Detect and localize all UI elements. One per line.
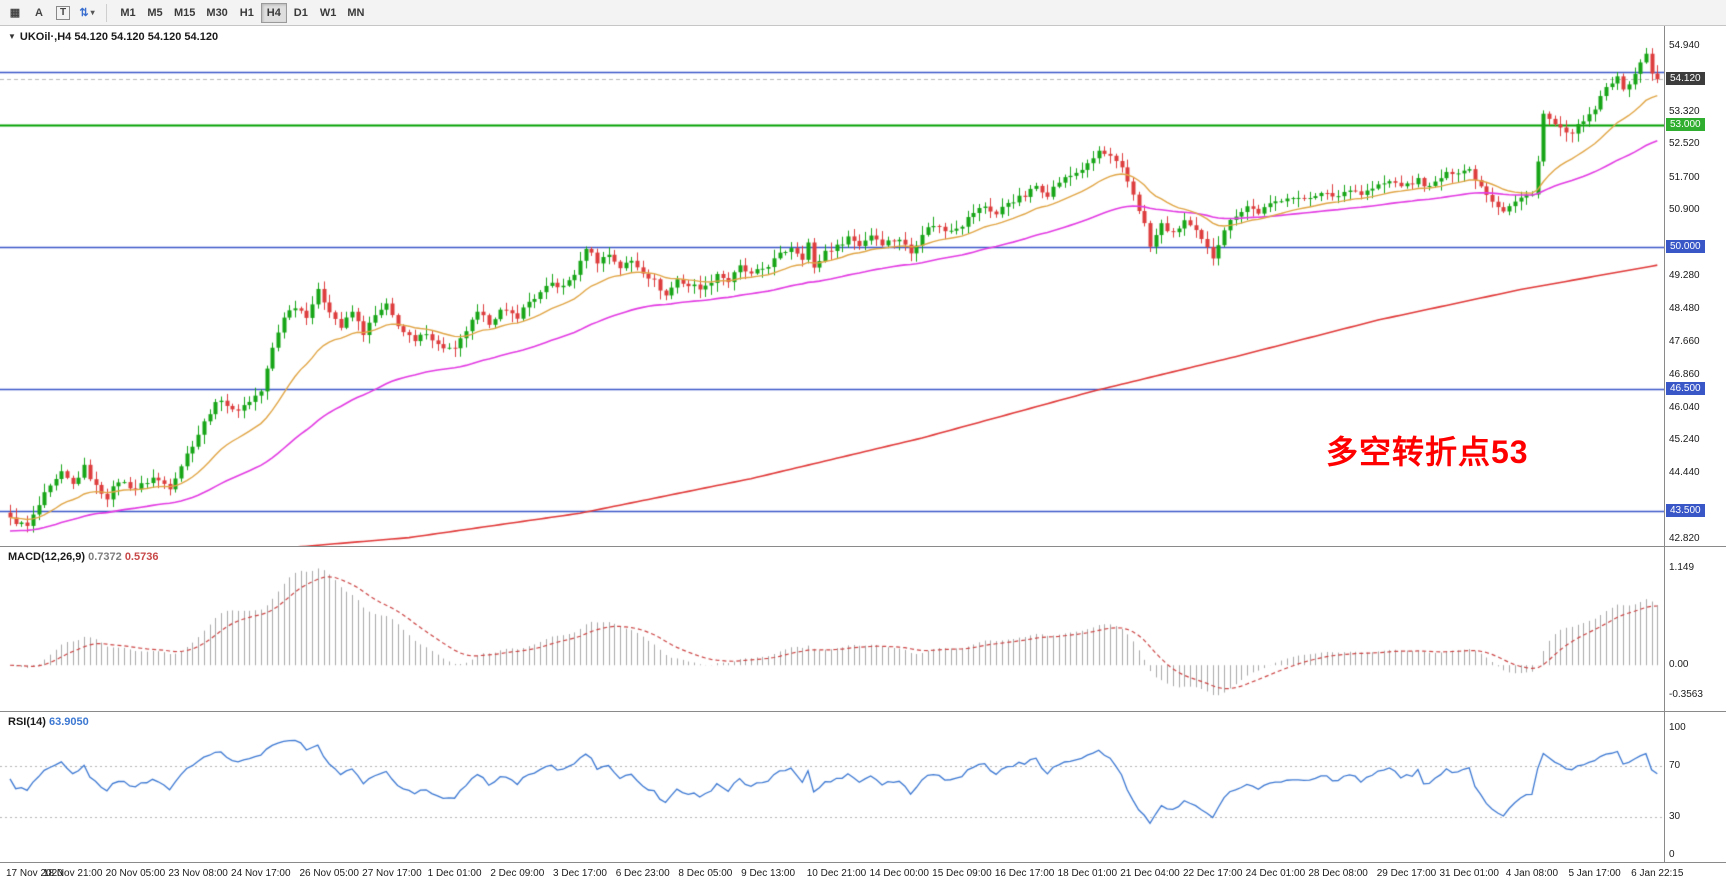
timeframe-group: M1 M5 M15 M30 H1 H4 D1 W1 MN [115, 2, 369, 23]
panel-separator[interactable] [0, 862, 1726, 863]
time-tick-label: 6 Dec 23:00 [615, 868, 670, 879]
time-tick-label: 15 Dec 09:00 [932, 868, 992, 879]
time-tick-label: 18 Dec 01:00 [1057, 868, 1118, 879]
time-tick-label: 24 Nov 17:00 [231, 868, 291, 879]
letter-t-glyph: T [55, 5, 71, 20]
collapse-triangle-icon[interactable]: ▼ [8, 31, 16, 41]
rsi-name: RSI(14) [8, 716, 46, 728]
panel-separator[interactable] [0, 711, 1726, 712]
time-tick-label: 23 Nov 08:00 [168, 868, 228, 879]
indicators-dropdown-icon[interactable]: ⇅ ▾ [76, 3, 98, 23]
toolbar: ▦ A T ⇅ ▾ M1 M5 M15 M30 H1 H4 D1 W1 MN [0, 0, 1726, 26]
time-tick-label: 29 Dec 17:00 [1376, 868, 1437, 879]
time-tick-label: 28 Dec 08:00 [1308, 868, 1368, 879]
text-box-icon[interactable]: T [52, 3, 74, 23]
time-tick-label: 31 Dec 01:00 [1439, 868, 1499, 879]
cycle-arrows-icon: ⇅ [79, 7, 89, 19]
macd-signal-value: 0.5736 [124, 551, 159, 563]
axis-tick-label: 45.240 [1669, 434, 1700, 446]
axis-tick-label: -0.3563 [1669, 689, 1703, 701]
axis-tick-label: 51.700 [1669, 171, 1700, 183]
macd-name: MACD(12,26,9) [8, 551, 86, 563]
time-tick-label: 6 Jan 22:15 [1631, 868, 1684, 879]
time-tick-label: 14 Dec 00:00 [869, 868, 929, 879]
timeframe-button-m1[interactable]: M1 [115, 3, 141, 23]
time-tick-label: 27 Nov 17:00 [362, 868, 422, 879]
time-tick-label: 2 Dec 09:00 [490, 868, 545, 879]
axis-tick-label: 70 [1669, 760, 1681, 772]
price-tag: 54.120 [1666, 72, 1705, 86]
macd-panel-canvas[interactable] [0, 547, 1664, 712]
rsi-label: RSI(14) 63.9050 [8, 716, 89, 728]
time-tick-label: 3 Dec 17:00 [553, 868, 607, 879]
dropdown-caret-icon: ▾ [90, 8, 95, 17]
axis-tick-label: 49.280 [1669, 270, 1700, 282]
timeframe-button-h4[interactable]: H4 [260, 2, 287, 23]
time-tick-label: 10 Dec 21:00 [806, 868, 867, 879]
time-tick-label: 24 Dec 01:00 [1245, 868, 1306, 879]
price-chart-canvas[interactable] [0, 26, 1664, 547]
macd-label: MACD(12,26,9) 0.7372 0.5736 [8, 551, 158, 563]
time-tick-label: 21 Dec 04:00 [1120, 868, 1180, 879]
axis-tick-label: 50.900 [1669, 204, 1700, 216]
grid-icon[interactable]: ▦ [4, 3, 26, 23]
timeframe-button-m5[interactable]: M5 [142, 3, 168, 23]
price-axis[interactable]: 54.940 53.320 52.520 51.700 50.900 49.280 48.4… [1664, 26, 1726, 863]
axis-tick-label: 0 [1669, 849, 1675, 860]
letter-a-glyph: A [35, 6, 43, 19]
price-tag: 46.500 [1666, 382, 1705, 396]
axis-tick-label: 48.480 [1669, 302, 1700, 314]
time-tick-label: 9 Dec 13:00 [741, 868, 796, 879]
axis-tick-label: 46.860 [1669, 368, 1700, 380]
symbol-ohlc-label: ▼ UKOil·,H4 54.120 54.120 54.120 54.120 [8, 31, 218, 43]
time-tick-label: 4 Jan 08:00 [1505, 868, 1559, 879]
axis-tick-label: 100 [1669, 722, 1686, 733]
time-tick-label: 18 Nov 21:00 [42, 868, 103, 879]
timeframe-button-d1[interactable]: D1 [288, 3, 314, 23]
timeframe-button-m15[interactable]: M15 [169, 3, 200, 23]
time-tick-label: 22 Dec 17:00 [1182, 868, 1243, 879]
time-tick-label: 1 Dec 01:00 [427, 868, 482, 879]
time-tick-label: 20 Nov 05:00 [105, 868, 166, 879]
axis-tick-label: 54.940 [1669, 39, 1700, 51]
axis-tick-label: 0.00 [1669, 659, 1689, 671]
price-tag: 50.000 [1666, 239, 1705, 253]
axis-tick-label: 53.320 [1669, 105, 1700, 117]
price-tag: 43.500 [1666, 504, 1705, 518]
axis-tick-label: 42.820 [1669, 532, 1700, 544]
text-annotation-icon[interactable]: A [28, 3, 50, 23]
panel-separator[interactable] [0, 546, 1726, 547]
time-tick-label: 8 Dec 05:00 [678, 868, 733, 879]
time-axis[interactable]: 17 Nov 2020 18 Nov 21:00 20 Nov 05:00 23 No… [0, 863, 1726, 887]
price-tag: 53.000 [1666, 117, 1705, 131]
symbol-ohlc-text: UKOil·,H4 54.120 54.120 54.120 54.120 [19, 31, 219, 43]
timeframe-button-w1[interactable]: W1 [315, 3, 342, 23]
macd-main-value: 0.7372 [88, 551, 122, 563]
axis-tick-label: 1.149 [1669, 562, 1695, 574]
chart-annotation-text: 多空转折点53 [1326, 434, 1529, 470]
axis-tick-label: 52.520 [1669, 138, 1700, 150]
timeframe-button-h1[interactable]: H1 [234, 3, 260, 23]
axis-tick-label: 44.440 [1669, 466, 1700, 478]
toolbar-separator [106, 3, 107, 22]
time-tick-label: 17 Nov 2020 [6, 868, 63, 879]
axis-tick-label: 46.040 [1669, 401, 1700, 413]
axis-tick-label: 47.660 [1669, 336, 1700, 348]
time-tick-label: 26 Nov 05:00 [299, 868, 359, 879]
rsi-panel-canvas[interactable] [0, 712, 1664, 863]
grid-icon-glyph: ▦ [9, 7, 21, 19]
axis-tick-label: 30 [1669, 810, 1681, 822]
timeframe-button-mn[interactable]: MN [342, 3, 369, 23]
time-tick-label: 5 Jan 17:00 [1568, 868, 1621, 879]
rsi-value: 63.9050 [48, 716, 89, 728]
timeframe-button-m30[interactable]: M30 [201, 3, 232, 23]
time-tick-label: 16 Dec 17:00 [994, 868, 1055, 879]
